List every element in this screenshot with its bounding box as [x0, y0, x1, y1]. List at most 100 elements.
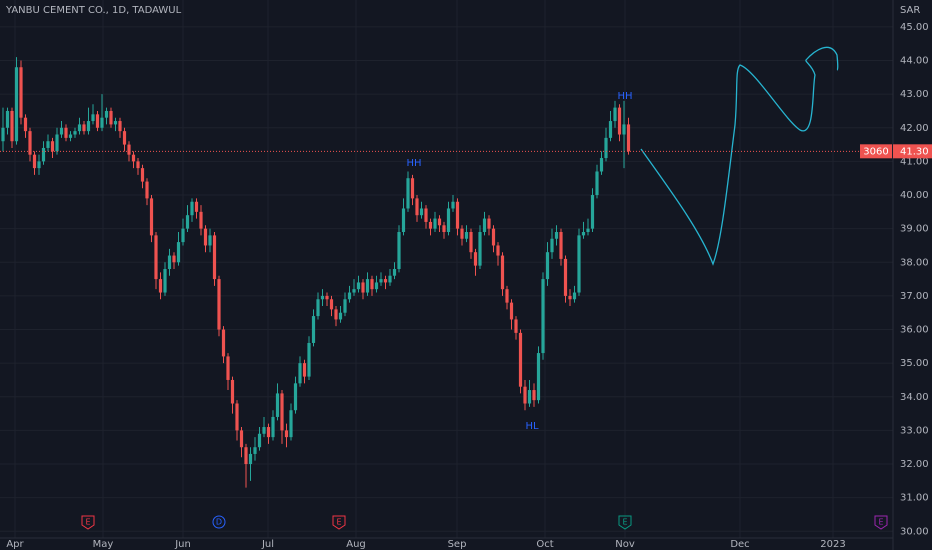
candle-body — [581, 232, 586, 236]
y-tick-label: 41.00 — [900, 156, 929, 167]
candle-body — [311, 316, 316, 343]
candle-body — [82, 124, 86, 132]
candle-body — [181, 228, 185, 243]
y-tick-label: 45.00 — [900, 22, 929, 33]
candle-body — [604, 137, 608, 159]
candle-body — [415, 198, 419, 216]
candle-body — [253, 447, 257, 454]
event-label: E — [878, 518, 883, 527]
chart-title: YANBU CEMENT CO., 1D, TADAWUL — [5, 5, 182, 16]
candle-body — [446, 208, 451, 233]
y-tick-label: 36.00 — [900, 325, 929, 336]
y-tick-label: 34.00 — [900, 392, 929, 403]
candle-body — [343, 299, 347, 313]
candle-body — [586, 228, 590, 233]
candle-body — [464, 232, 469, 239]
candle-body — [127, 144, 131, 155]
candle-body — [118, 121, 122, 132]
event-marker — [874, 515, 888, 530]
candle-body — [109, 110, 113, 125]
y-tick-label: 39.00 — [900, 224, 929, 235]
candle-body — [154, 235, 158, 280]
y-tick-label: 32.00 — [900, 459, 929, 470]
candle-body — [352, 289, 356, 293]
candle-body — [491, 228, 496, 246]
candle-body — [433, 218, 437, 229]
candle-body — [388, 275, 392, 283]
candle-body — [190, 201, 194, 216]
candle-body — [505, 289, 509, 303]
candle-body — [338, 312, 343, 320]
candle-body — [5, 110, 10, 128]
candle-body — [410, 178, 415, 199]
y-tick-label: 43.00 — [900, 89, 929, 100]
candle-body — [478, 232, 482, 266]
candle-body — [19, 67, 23, 118]
candle-body — [28, 131, 32, 155]
candle-body — [221, 329, 226, 357]
candle-body — [595, 171, 599, 196]
candle-body — [307, 342, 311, 377]
candle-body — [86, 121, 91, 132]
price-tag — [893, 144, 932, 159]
y-tick-label: 31.00 — [900, 493, 929, 504]
candle-body — [617, 107, 622, 135]
event-marker — [332, 515, 346, 530]
candle-body — [442, 225, 446, 233]
candle-body — [527, 390, 532, 404]
candle-body — [334, 309, 338, 320]
candle-body — [590, 195, 595, 229]
candle-body — [14, 67, 19, 142]
y-tick-label: 30.00 — [900, 526, 929, 537]
candle-body — [32, 154, 37, 169]
candle-body — [158, 279, 163, 293]
candle-body — [424, 208, 428, 222]
candle-body — [316, 299, 320, 317]
candle-body — [280, 393, 284, 431]
candle-body — [100, 117, 104, 128]
y-tick-label: 44.00 — [900, 56, 929, 67]
candle-body — [122, 131, 127, 145]
candle-body — [163, 269, 167, 293]
candle-body — [532, 390, 536, 401]
candle-body — [50, 141, 55, 152]
x-tick-label: Jun — [174, 539, 191, 550]
candle-body — [523, 386, 527, 404]
candle-body — [140, 168, 145, 182]
candle-body — [451, 201, 455, 209]
candle-body — [194, 201, 199, 212]
countdown-tag — [860, 144, 892, 159]
candle-body — [266, 427, 271, 438]
candle-body — [226, 356, 230, 380]
candle-body — [379, 279, 383, 283]
candle-body — [55, 134, 59, 152]
candle-body — [257, 433, 262, 448]
candle-body — [10, 110, 14, 142]
y-tick-label: 42.00 — [900, 123, 929, 134]
event-label: D — [216, 518, 222, 527]
candle-body — [235, 403, 239, 431]
candle-body — [136, 161, 140, 169]
candle-body — [514, 319, 518, 333]
candle-body — [406, 178, 410, 209]
candle-body — [473, 252, 478, 266]
drawing — [640, 46, 839, 266]
candle-body — [392, 269, 397, 276]
candle-body — [383, 279, 388, 283]
event-marker — [618, 515, 632, 530]
candle-body — [622, 124, 626, 135]
price-tag-label: 41.30 — [900, 146, 929, 157]
candle-body — [608, 121, 613, 138]
event-label: E — [622, 518, 627, 527]
y-tick-label: 33.00 — [900, 425, 929, 436]
candle-body — [41, 147, 46, 162]
candle-body — [320, 295, 325, 300]
y-tick-label: 40.00 — [900, 190, 929, 201]
candle-body — [419, 208, 424, 216]
candle-body — [428, 221, 433, 229]
candle-body — [577, 235, 581, 293]
candle-body — [554, 232, 559, 239]
candle-body — [46, 141, 50, 148]
candle-body — [374, 282, 379, 290]
